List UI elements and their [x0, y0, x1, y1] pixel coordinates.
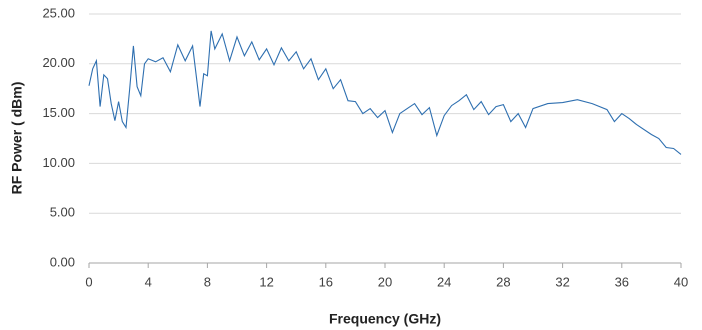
x-tick-label: 40: [674, 274, 688, 289]
y-tick-label: 5.00: [50, 205, 75, 220]
y-tick-label: 15.00: [42, 105, 75, 120]
x-tick-label: 24: [437, 274, 451, 289]
x-tick-label: 4: [145, 274, 152, 289]
y-tick-label: 10.00: [42, 155, 75, 170]
y-tick-label: 25.00: [42, 5, 75, 20]
x-tick-label: 0: [85, 274, 92, 289]
x-tick-label: 16: [319, 274, 333, 289]
x-tick-label: 12: [259, 274, 273, 289]
x-axis-title: Frequency (GHz): [329, 311, 441, 327]
x-tick-label: 32: [555, 274, 569, 289]
x-tick-label: 20: [378, 274, 392, 289]
x-tick-label: 36: [615, 274, 629, 289]
data-line: [88, 30, 682, 155]
x-tick-label: 28: [496, 274, 510, 289]
y-axis-title: RF Power ( dBm): [9, 82, 25, 195]
x-tick-label: 8: [204, 274, 211, 289]
y-tick-label: 20.00: [42, 55, 75, 70]
y-tick-label: 0.00: [50, 254, 75, 269]
